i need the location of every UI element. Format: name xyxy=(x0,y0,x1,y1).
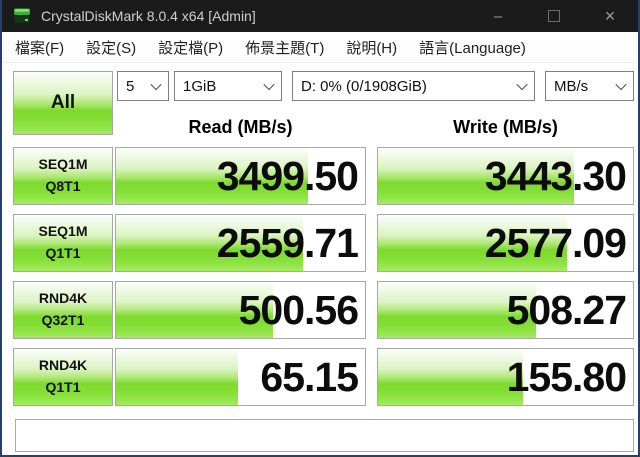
test-count-select[interactable]: 5 xyxy=(117,71,169,101)
read-value: 65.15 xyxy=(260,353,359,400)
target-drive-select[interactable]: D: 0% (0/1908GiB) xyxy=(292,71,535,101)
benchmark-rows: SEQ1M Q8T1 3499.50 3443.30 SEQ1M Q1T1 25… xyxy=(2,147,638,415)
write-value: 508.27 xyxy=(506,286,627,333)
write-bar-fill xyxy=(378,215,567,271)
test-label-line2: Q1T1 xyxy=(45,379,81,395)
menu-help[interactable]: 說明(H) xyxy=(346,39,398,57)
test-label-button[interactable]: SEQ1M Q1T1 xyxy=(13,214,113,272)
test-label-line1: SEQ1M xyxy=(38,223,88,240)
read-result-bar: 65.15 xyxy=(115,348,366,406)
menu-theme[interactable]: 佈景主題(T) xyxy=(245,39,325,57)
benchmark-row: RND4K Q1T1 65.15 155.80 xyxy=(2,348,638,406)
test-size-select[interactable]: 1GiB xyxy=(174,71,282,101)
minimize-icon: – xyxy=(493,7,503,25)
status-message-box xyxy=(15,419,634,452)
test-label-line1: RND4K xyxy=(38,290,88,307)
menu-language[interactable]: 語言(Language) xyxy=(419,39,526,57)
maximize-button[interactable] xyxy=(526,0,582,32)
write-result-bar: 508.27 xyxy=(377,281,634,339)
test-label-line1: RND4K xyxy=(38,357,88,374)
write-value: 155.80 xyxy=(506,353,627,400)
read-bar-fill xyxy=(116,215,303,271)
window-controls: – × xyxy=(470,0,638,32)
chevron-down-icon xyxy=(263,78,275,91)
read-result-bar: 2559.71 xyxy=(115,214,366,272)
title-bar: CrystalDiskMark 8.0.4 x64 [Admin] – × xyxy=(2,0,638,32)
test-label-line2: Q1T1 xyxy=(45,245,81,261)
test-label-button[interactable]: SEQ1M Q8T1 xyxy=(13,147,113,205)
read-value: 3499.50 xyxy=(216,152,359,199)
write-result-bar: 2577.09 xyxy=(377,214,634,272)
menu-settings[interactable]: 設定(S) xyxy=(86,39,137,57)
test-label-line2: Q8T1 xyxy=(45,178,81,194)
maximize-icon xyxy=(548,10,560,22)
chevron-down-icon xyxy=(516,78,528,91)
run-all-button[interactable]: All xyxy=(13,71,113,135)
menu-file[interactable]: 檔案(F) xyxy=(15,39,65,57)
test-label-button[interactable]: RND4K Q1T1 xyxy=(13,348,113,406)
client-area: All 5 1GiB D: 0% (0/1908GiB) MB/s Read (… xyxy=(2,63,638,455)
write-bar-fill xyxy=(378,282,537,338)
write-result-bar: 3443.30 xyxy=(377,147,634,205)
read-column-header: Read (MB/s) xyxy=(188,116,293,137)
menu-profile[interactable]: 設定檔(P) xyxy=(158,39,224,57)
test-label-line2: Q32T1 xyxy=(41,312,85,328)
read-bar-fill xyxy=(116,148,308,204)
write-value: 3443.30 xyxy=(484,152,627,199)
chevron-down-icon xyxy=(615,78,627,91)
benchmark-row: SEQ1M Q1T1 2559.71 2577.09 xyxy=(2,214,638,272)
write-bar-fill xyxy=(378,349,524,405)
benchmark-row: SEQ1M Q8T1 3499.50 3443.30 xyxy=(2,147,638,205)
minimize-button[interactable]: – xyxy=(470,0,526,32)
benchmark-row: RND4K Q32T1 500.56 508.27 xyxy=(2,281,638,339)
read-result-bar: 500.56 xyxy=(115,281,366,339)
read-bar-fill xyxy=(116,349,238,405)
close-icon: × xyxy=(604,5,616,26)
read-bar-fill xyxy=(116,282,273,338)
write-result-bar: 155.80 xyxy=(377,348,634,406)
window-title: CrystalDiskMark 8.0.4 x64 [Admin] xyxy=(41,8,256,24)
crystaldiskmark-disk-icon xyxy=(14,8,30,23)
write-value: 2577.09 xyxy=(484,219,627,266)
menu-bar: 檔案(F) 設定(S) 設定檔(P) 佈景主題(T) 說明(H) 語言(Lang… xyxy=(2,32,638,63)
close-button[interactable]: × xyxy=(582,0,638,32)
test-label-button[interactable]: RND4K Q32T1 xyxy=(13,281,113,339)
write-bar-fill xyxy=(378,148,575,204)
write-column-header: Write (MB/s) xyxy=(453,116,558,137)
read-value: 2559.71 xyxy=(216,219,359,266)
read-value: 500.56 xyxy=(238,286,359,333)
test-label-line1: SEQ1M xyxy=(38,156,88,173)
unit-select[interactable]: MB/s xyxy=(545,71,634,101)
chevron-down-icon xyxy=(150,78,162,91)
read-result-bar: 3499.50 xyxy=(115,147,366,205)
